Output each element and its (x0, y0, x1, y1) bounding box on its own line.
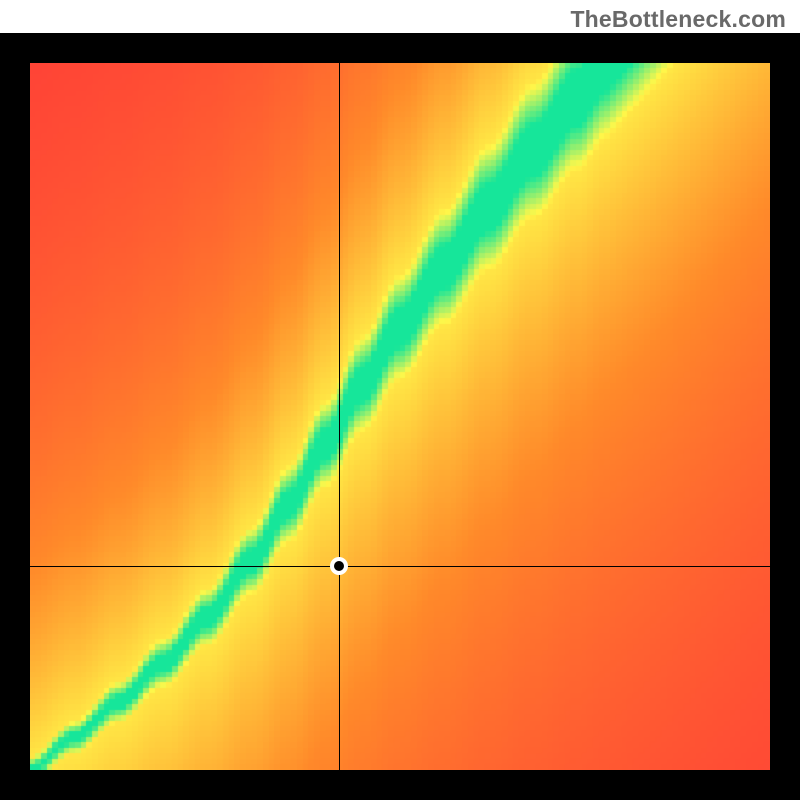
crosshair-horizontal (30, 566, 770, 567)
bottleneck-heatmap (30, 63, 770, 770)
crosshair-vertical (339, 63, 340, 770)
frame-right (770, 33, 800, 800)
figure-container: TheBottleneck.com (0, 0, 800, 800)
frame-bottom (0, 770, 800, 800)
frame-left (0, 33, 30, 800)
crosshair-marker (330, 557, 348, 575)
frame-top (0, 33, 800, 63)
watermark-text: TheBottleneck.com (570, 6, 786, 33)
